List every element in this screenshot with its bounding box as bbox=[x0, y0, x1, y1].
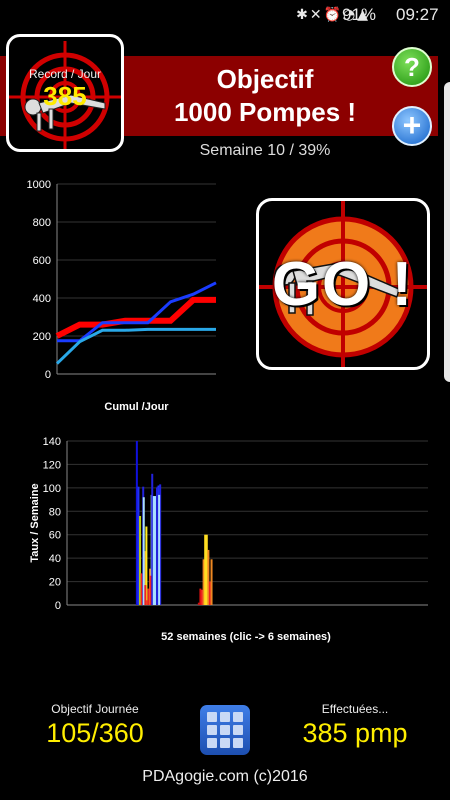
daily-goal-value: 105/360 bbox=[46, 718, 144, 748]
y-tick-label: 200 bbox=[33, 331, 51, 343]
bar bbox=[152, 496, 155, 605]
bar bbox=[154, 496, 157, 605]
y-tick-label: 0 bbox=[45, 369, 51, 381]
record-value: 385 bbox=[43, 81, 87, 111]
y-tick-label: 140 bbox=[43, 436, 61, 448]
bar bbox=[137, 486, 140, 605]
y-tick-label: 120 bbox=[43, 459, 61, 471]
bar bbox=[159, 484, 162, 605]
page-title-line2: 1000 Pompes ! bbox=[173, 97, 357, 127]
wifi-icon: ◔ bbox=[343, 7, 358, 23]
footer-credit: PDAgogie.com (c)2016 bbox=[142, 768, 308, 785]
alarm-icon: ⏰ bbox=[323, 7, 343, 23]
bar bbox=[205, 534, 208, 605]
bar bbox=[149, 575, 152, 605]
bar bbox=[202, 559, 205, 605]
bar bbox=[197, 602, 200, 605]
pushup-figure-icon bbox=[24, 94, 106, 132]
bar bbox=[151, 473, 154, 605]
bar bbox=[139, 515, 142, 605]
bar bbox=[156, 486, 159, 605]
bar bbox=[199, 588, 202, 605]
y-tick-label: 20 bbox=[49, 577, 61, 589]
bar bbox=[207, 549, 210, 605]
status-bar: ✱✕⏰◔▲ 91% 09:27 bbox=[0, 0, 450, 32]
y-axis-label: Taux / Semaine bbox=[29, 483, 41, 562]
pushup-figure-icon bbox=[274, 262, 400, 316]
y-tick-label: 60 bbox=[49, 530, 61, 542]
bar bbox=[204, 534, 207, 605]
page-title-line1: Objectif bbox=[216, 64, 314, 94]
record-tile[interactable]: Record / Jour 385 bbox=[6, 34, 124, 152]
go-button[interactable]: GO ! bbox=[256, 198, 430, 370]
bar bbox=[135, 441, 138, 605]
side-panel-handle[interactable] bbox=[444, 82, 450, 382]
y-tick-label: 40 bbox=[49, 553, 61, 565]
bar bbox=[210, 559, 213, 605]
daily-goal-label: Objectif Journée bbox=[51, 702, 139, 716]
week-status: Semaine 10 / 39% bbox=[199, 142, 331, 159]
weekly-bar-chart[interactable]: 0 20 40 60 80 100 120 140 Taux / Semaine 52 semai… bbox=[0, 428, 450, 648]
target-icon bbox=[259, 201, 427, 367]
bar bbox=[145, 600, 148, 605]
go-label: GO ! bbox=[271, 250, 415, 319]
x-axis-label: 52 semaines (clic -> 6 semaines) bbox=[161, 631, 331, 643]
bar bbox=[142, 497, 145, 605]
help-button[interactable]: ? bbox=[392, 47, 432, 87]
bar bbox=[144, 585, 147, 605]
y-tick-label: 800 bbox=[33, 217, 51, 229]
y-tick-label: 1000 bbox=[27, 179, 51, 191]
bar bbox=[143, 551, 146, 605]
grid-menu-button[interactable] bbox=[200, 705, 250, 755]
done-value: 385 pmp bbox=[302, 718, 408, 748]
record-label: Record / Jour bbox=[28, 67, 102, 81]
bluetooth-icon: ✱ bbox=[296, 7, 310, 23]
done-label: Effectuées... bbox=[321, 702, 389, 716]
y-tick-label: 600 bbox=[33, 255, 51, 267]
series-line bbox=[57, 281, 217, 343]
x-axis-label: Cumul /Jour bbox=[104, 401, 169, 413]
signal-icon: ▲ bbox=[357, 7, 370, 23]
bar bbox=[145, 526, 148, 605]
y-tick-label: 100 bbox=[43, 483, 61, 495]
series-line bbox=[55, 296, 216, 339]
cumulative-line-chart[interactable]: 0 200 400 600 800 1000 Cumul /Jour bbox=[0, 170, 240, 420]
status-icons: ✱✕⏰◔▲ bbox=[296, 7, 370, 23]
add-button[interactable]: + bbox=[392, 106, 432, 146]
mute-icon: ✕ bbox=[309, 7, 324, 23]
bar bbox=[201, 589, 204, 605]
bar bbox=[140, 573, 143, 605]
bar bbox=[147, 588, 150, 605]
clock: 09:27 bbox=[396, 5, 439, 24]
y-tick-label: 80 bbox=[49, 506, 61, 518]
series-line bbox=[55, 327, 216, 365]
bar bbox=[208, 581, 211, 605]
bar bbox=[158, 494, 161, 605]
target-icon bbox=[9, 41, 121, 149]
battery-percent: 91% bbox=[342, 5, 377, 24]
y-tick-label: 400 bbox=[33, 293, 51, 305]
y-tick-label: 0 bbox=[55, 600, 61, 612]
